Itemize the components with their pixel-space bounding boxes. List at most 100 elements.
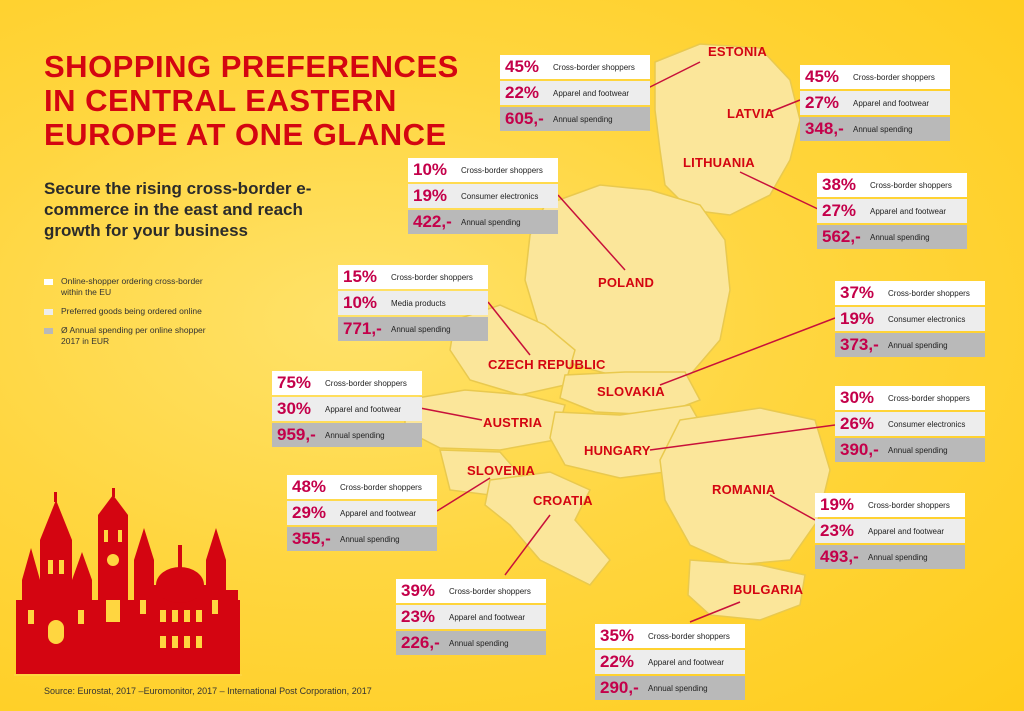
country-label-romania: ROMANIA [712, 482, 776, 497]
stat-value: 15% [343, 267, 378, 286]
stat-value: 771,- [343, 319, 382, 338]
stat-label: Annual spending [325, 430, 385, 440]
stat-card-austria: 75% Cross-border shoppers 30% Apparel and … [272, 371, 422, 449]
stat-row-preferred-goods: 23% Apparel and footwear [396, 605, 546, 629]
stat-row-cross-border: 37% Cross-border shoppers [835, 281, 985, 305]
stat-value: 23% [820, 521, 855, 540]
stat-row-preferred-goods: 19% Consumer electronics [408, 184, 558, 208]
stat-card-croatia: 39% Cross-border shoppers 23% Apparel and … [396, 579, 546, 657]
leader-bulgaria [689, 601, 741, 623]
stat-label: Annual spending [461, 217, 521, 227]
stat-row-cross-border: 48% Cross-border shoppers [287, 475, 437, 499]
leader-slovenia [436, 477, 491, 512]
stat-row-annual-spending: 390,- Annual spending [835, 438, 985, 462]
leader-lines [419, 61, 836, 623]
stat-value: 390,- [840, 440, 879, 459]
stat-value: 27% [805, 93, 840, 112]
stat-value: 38% [822, 175, 857, 194]
stat-card-bulgaria: 35% Cross-border shoppers 22% Apparel and … [595, 624, 745, 702]
stat-value: 226,- [401, 633, 440, 652]
stat-row-preferred-goods: 22% Apparel and footwear [595, 650, 745, 674]
stat-row-cross-border: 19% Cross-border shoppers [815, 493, 965, 517]
leader-poland [557, 194, 626, 271]
stat-value: 37% [840, 283, 875, 302]
stat-label: Apparel and footwear [868, 526, 945, 536]
stat-label: Annual spending [648, 683, 708, 693]
map-poland [524, 184, 731, 381]
leader-latvia [769, 99, 801, 113]
country-label-lithuania: LITHUANIA [683, 155, 755, 170]
leader-estonia [647, 61, 701, 89]
stat-card-poland: 10% Cross-border shoppers 19% Consumer ele… [408, 158, 558, 236]
stat-row-annual-spending: 422,- Annual spending [408, 210, 558, 234]
stat-label: Annual spending [449, 638, 509, 648]
map-bulgaria [687, 559, 806, 621]
stat-row-annual-spending: 493,- Annual spending [815, 545, 965, 569]
stat-value: 23% [401, 607, 436, 626]
stat-value: 19% [840, 309, 875, 328]
stat-label: Apparel and footwear [648, 657, 725, 667]
stat-value: 10% [413, 160, 448, 179]
leader-lithuania [739, 171, 821, 211]
stat-row-preferred-goods: 22% Apparel and footwear [500, 81, 650, 105]
stat-label: Annual spending [868, 552, 928, 562]
stat-card-hungary: 30% Cross-border shoppers 26% Consumer ele… [835, 386, 985, 464]
stat-value: 75% [277, 373, 312, 392]
stat-card-czech-republic: 15% Cross-border shoppers 10% Media produc… [338, 265, 488, 343]
stat-card-lithuania: 38% Cross-border shoppers 27% Apparel and … [817, 173, 967, 251]
leader-hungary [649, 424, 836, 451]
stat-label: Cross-border shoppers [888, 288, 970, 298]
stat-row-preferred-goods: 29% Apparel and footwear [287, 501, 437, 525]
stat-label: Annual spending [888, 340, 948, 350]
stat-row-preferred-goods: 23% Apparel and footwear [815, 519, 965, 543]
stat-row-annual-spending: 226,- Annual spending [396, 631, 546, 655]
stat-value: 45% [505, 57, 540, 76]
stat-label: Cross-border shoppers [449, 586, 531, 596]
stat-row-preferred-goods: 26% Consumer electronics [835, 412, 985, 436]
stat-card-slovenia: 48% Cross-border shoppers 29% Apparel and … [287, 475, 437, 553]
stat-row-annual-spending: 290,- Annual spending [595, 676, 745, 700]
leader-czech [487, 301, 531, 356]
page-title: SHOPPING PREFERENCES IN CENTRAL EASTERN … [44, 49, 459, 152]
stat-value: 22% [600, 652, 635, 671]
stat-label: Cross-border shoppers [391, 272, 473, 282]
stat-value: 348,- [805, 119, 844, 138]
stat-row-cross-border: 45% Cross-border shoppers [500, 55, 650, 79]
stat-label: Annual spending [391, 324, 451, 334]
legend-item: Ø Annual spending per online shopper 201… [44, 325, 254, 347]
stat-label: Cross-border shoppers [325, 378, 407, 388]
stat-value: 29% [292, 503, 327, 522]
stat-row-annual-spending: 771,- Annual spending [338, 317, 488, 341]
stat-value: 373,- [840, 335, 879, 354]
stat-label: Annual spending [553, 114, 613, 124]
stat-label: Apparel and footwear [340, 508, 417, 518]
stat-row-preferred-goods: 10% Media products [338, 291, 488, 315]
stat-label: Annual spending [888, 445, 948, 455]
stat-card-estonia: 45% Cross-border shoppers 22% Apparel and … [500, 55, 650, 133]
stat-row-annual-spending: 562,- Annual spending [817, 225, 967, 249]
stat-card-romania: 19% Cross-border shoppers 23% Apparel and … [815, 493, 965, 571]
stat-row-preferred-goods: 27% Apparel and footwear [800, 91, 950, 115]
stat-row-cross-border: 15% Cross-border shoppers [338, 265, 488, 289]
map-romania [659, 407, 831, 566]
stat-value: 45% [805, 67, 840, 86]
legend-swatch-lightgray [44, 309, 53, 315]
leader-austria [419, 407, 483, 421]
stat-value: 39% [401, 581, 436, 600]
stat-label: Consumer electronics [888, 314, 966, 324]
stat-row-preferred-goods: 27% Apparel and footwear [817, 199, 967, 223]
legend-swatch-gray [44, 328, 53, 334]
stat-row-annual-spending: 959,- Annual spending [272, 423, 422, 447]
stat-label: Consumer electronics [461, 191, 539, 201]
page-subtitle: Secure the rising cross-border e-commerc… [44, 179, 312, 240]
country-label-poland: POLAND [598, 275, 655, 290]
stat-label: Media products [391, 298, 446, 308]
leader-romania [769, 494, 816, 521]
country-label-czech-republic: CZECH REPUBLIC [488, 357, 606, 372]
leader-croatia [504, 514, 551, 576]
stat-value: 48% [292, 477, 327, 496]
stat-row-cross-border: 39% Cross-border shoppers [396, 579, 546, 603]
legend-label: Online-shopper ordering cross-border wit… [61, 276, 203, 297]
